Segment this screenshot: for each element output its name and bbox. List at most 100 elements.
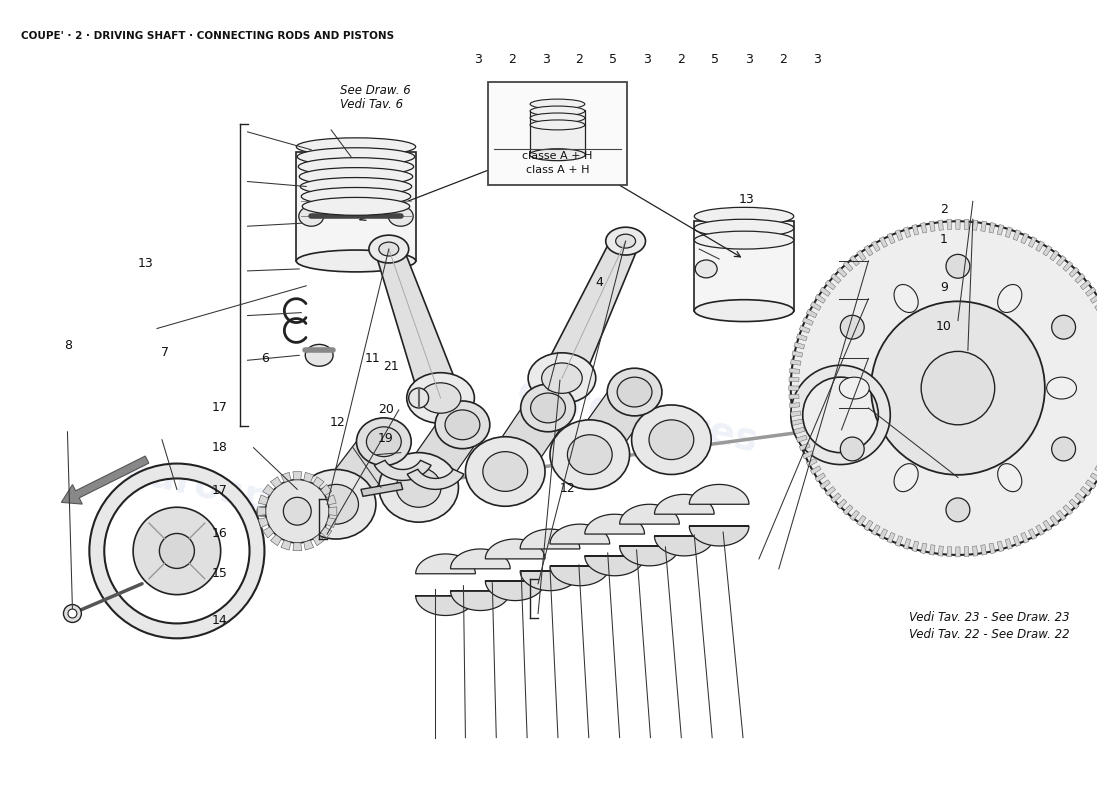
Polygon shape xyxy=(520,529,580,549)
Text: 7: 7 xyxy=(161,346,168,359)
Text: 12: 12 xyxy=(330,416,345,429)
Ellipse shape xyxy=(606,227,646,255)
Ellipse shape xyxy=(998,285,1022,313)
Polygon shape xyxy=(1090,473,1100,482)
Ellipse shape xyxy=(300,178,411,195)
Text: 3: 3 xyxy=(644,54,651,66)
Polygon shape xyxy=(314,534,324,546)
Polygon shape xyxy=(997,541,1004,552)
Polygon shape xyxy=(329,507,337,515)
Polygon shape xyxy=(1056,510,1066,521)
Ellipse shape xyxy=(528,353,596,403)
Polygon shape xyxy=(543,235,638,386)
Circle shape xyxy=(840,315,865,339)
Polygon shape xyxy=(794,342,805,349)
Polygon shape xyxy=(972,220,978,230)
Polygon shape xyxy=(1043,520,1052,531)
Circle shape xyxy=(160,534,195,569)
Polygon shape xyxy=(550,524,609,544)
Polygon shape xyxy=(1021,233,1028,244)
Polygon shape xyxy=(1069,499,1079,509)
Polygon shape xyxy=(654,536,714,556)
Text: 13: 13 xyxy=(138,257,153,270)
Ellipse shape xyxy=(694,300,794,322)
Ellipse shape xyxy=(296,470,376,539)
Polygon shape xyxy=(825,280,836,290)
Polygon shape xyxy=(1028,237,1036,247)
Polygon shape xyxy=(837,267,847,278)
Polygon shape xyxy=(1056,255,1066,266)
Ellipse shape xyxy=(530,99,585,109)
Text: 2: 2 xyxy=(779,54,788,66)
Ellipse shape xyxy=(1046,377,1077,399)
Ellipse shape xyxy=(530,113,585,123)
Polygon shape xyxy=(871,525,880,535)
Text: 3: 3 xyxy=(541,54,550,66)
Polygon shape xyxy=(263,527,274,538)
Text: 10: 10 xyxy=(936,321,952,334)
Text: 19: 19 xyxy=(378,432,394,445)
Polygon shape xyxy=(258,495,268,505)
Polygon shape xyxy=(857,250,866,261)
Polygon shape xyxy=(361,482,403,496)
Ellipse shape xyxy=(894,285,918,313)
Polygon shape xyxy=(972,546,978,556)
Polygon shape xyxy=(314,477,324,488)
Text: 3: 3 xyxy=(813,54,821,66)
Ellipse shape xyxy=(616,234,636,248)
Ellipse shape xyxy=(298,158,414,175)
Polygon shape xyxy=(794,427,805,434)
Text: 17: 17 xyxy=(211,402,228,414)
Polygon shape xyxy=(803,451,813,458)
Text: class A + H: class A + H xyxy=(526,165,590,174)
Polygon shape xyxy=(1005,227,1012,238)
Polygon shape xyxy=(790,368,800,374)
Text: 16: 16 xyxy=(211,527,228,540)
Ellipse shape xyxy=(436,401,490,449)
Text: See Draw. 6: See Draw. 6 xyxy=(340,84,410,97)
Polygon shape xyxy=(789,386,799,390)
Ellipse shape xyxy=(299,206,323,226)
Polygon shape xyxy=(1049,515,1059,526)
Text: 1: 1 xyxy=(940,233,948,246)
Text: 5: 5 xyxy=(609,54,617,66)
Polygon shape xyxy=(871,241,880,251)
Polygon shape xyxy=(903,227,911,238)
Ellipse shape xyxy=(541,363,582,394)
FancyBboxPatch shape xyxy=(529,110,585,154)
Polygon shape xyxy=(376,245,460,405)
Polygon shape xyxy=(280,472,290,482)
Polygon shape xyxy=(843,261,852,271)
Ellipse shape xyxy=(366,427,402,457)
Circle shape xyxy=(265,479,329,543)
Text: 5: 5 xyxy=(712,54,719,66)
Polygon shape xyxy=(830,493,842,502)
Ellipse shape xyxy=(68,609,77,618)
Text: 2: 2 xyxy=(678,54,685,66)
Polygon shape xyxy=(1080,280,1091,290)
Polygon shape xyxy=(921,543,927,554)
Circle shape xyxy=(1052,315,1076,339)
FancyBboxPatch shape xyxy=(694,222,794,310)
Circle shape xyxy=(871,302,1045,475)
Polygon shape xyxy=(803,318,813,326)
Polygon shape xyxy=(830,274,842,283)
Polygon shape xyxy=(938,220,944,230)
Text: 11: 11 xyxy=(365,352,381,365)
Polygon shape xyxy=(1090,294,1100,303)
Ellipse shape xyxy=(998,464,1022,492)
Circle shape xyxy=(946,498,970,522)
Polygon shape xyxy=(903,538,911,550)
FancyBboxPatch shape xyxy=(488,82,627,186)
Text: Vedi Tav. 6: Vedi Tav. 6 xyxy=(340,98,403,111)
Polygon shape xyxy=(1094,466,1100,474)
Polygon shape xyxy=(895,536,903,546)
Polygon shape xyxy=(1086,287,1096,296)
Polygon shape xyxy=(887,532,895,543)
Polygon shape xyxy=(258,518,268,527)
Text: 4: 4 xyxy=(595,276,603,289)
Polygon shape xyxy=(930,221,935,231)
Polygon shape xyxy=(1063,261,1072,271)
Text: 9: 9 xyxy=(940,281,948,294)
Ellipse shape xyxy=(631,405,712,474)
